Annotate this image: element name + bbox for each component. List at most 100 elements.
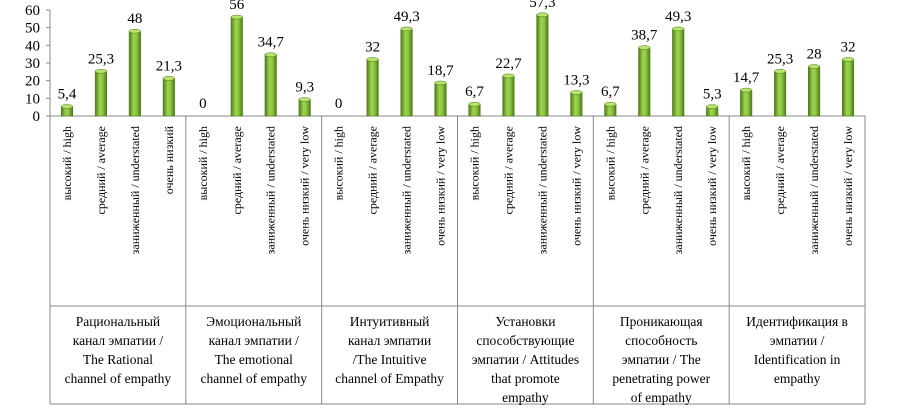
bar-cap [638,45,651,50]
category-label: средний / average [773,126,787,215]
bar-cap [94,69,107,74]
data-label: 28 [807,47,822,63]
bar-cap [570,90,583,95]
bar-cap [128,28,141,34]
data-label: 14,7 [733,70,760,86]
bar-cap [60,104,73,109]
group-label-line: способность [625,333,697,348]
bar [162,78,175,117]
bar [536,14,549,117]
data-label: 18,7 [427,63,454,79]
data-label: 5,3 [703,87,722,103]
category-label: высокий / high [467,126,481,200]
data-label: 5,4 [58,86,77,102]
category-label: высокий / high [603,126,617,200]
bar [230,16,243,117]
bar [672,28,685,117]
y-tick-label: 40 [25,38,40,54]
bar-cap [536,12,549,18]
bar [502,75,515,117]
bar-cap [264,52,277,57]
data-label: 38,7 [631,28,658,44]
data-label: 32 [841,39,856,55]
bar-cap [604,101,617,107]
bar-cap [808,64,821,69]
category-label: очень низкий [162,125,176,194]
bar-cap [162,76,175,81]
data-labels: 5,4 25,3 48 21,3 0 56 34,7 9,3 0 32 49,3 18,7 6,7 22,… [58,0,856,112]
group-label: Идентификация в эмпатии / Identification i… [746,314,848,386]
bar-cap [434,80,447,86]
group-label-line: эмпатии / The [622,352,701,367]
group-label-line: эмпатии / [770,333,825,348]
group-label-line: empathy [502,390,549,405]
data-label: 22,7 [495,56,522,72]
group-label-line: канал эмпатии [348,333,431,348]
category-label: заниженный / understated [128,126,142,254]
group-label-line: Установки [495,314,555,329]
group-label-line: channel of empathy [201,371,308,386]
bar [298,99,311,117]
group-label-line: The Rational [83,352,153,367]
category-label: очень низкий / very low [705,126,719,246]
bar [400,28,413,117]
group-label-line: канал эмпатии / [73,333,164,348]
bar-cap [706,104,719,109]
bar-cap [842,57,855,62]
category-label: очень низкий / very low [434,126,448,246]
bar-cap [502,73,515,79]
data-label: 49,3 [665,9,691,25]
y-tick-label: 50 [25,21,40,37]
data-label: 0 [199,96,207,112]
data-label: 9,3 [295,80,314,96]
bar-cap [468,101,481,107]
group-label-line: empathy [774,371,821,386]
category-label: заниженный / understated [264,126,278,254]
data-label: 0 [335,96,343,112]
group-label-line: /The Intuitive [353,352,427,367]
bar [366,59,379,117]
group-label-line: канал эмпатии / [209,333,300,348]
group-label-line: Identification in [754,352,841,367]
group-label-line: Идентификация в [746,314,848,329]
group-label: Интуитивный канал эмпатии/The Intuitive ch… [335,314,444,386]
category-label: высокий / high [739,126,753,200]
group-label: Установки способствующие эмпатии / Attitud… [472,314,579,405]
bar [128,30,141,117]
y-tick-label: 0 [33,109,41,125]
bar [264,54,277,117]
bar [570,92,583,117]
category-label: средний / average [501,126,515,215]
group-label: Рациональный канал эмпатии / The Rational c… [65,314,172,386]
bar [434,82,447,117]
y-tick-label: 20 [25,74,40,90]
data-label: 6,7 [601,84,620,100]
category-labels: высокий / high средний / average заниженны… [60,125,855,254]
data-label: 34,7 [258,35,285,51]
category-label: заниженный / understated [807,126,821,254]
category-label: высокий / high [60,126,74,200]
data-label: 57,3 [529,0,555,11]
category-label: высокий / high [196,126,210,200]
category-label: средний / average [230,126,244,215]
group-label-line: Проникающая [620,314,703,329]
group-label-line: Рациональный [76,314,160,329]
category-label: очень низкий / very low [841,126,855,246]
bar [841,59,855,117]
group-label-line: Эмоциональный [206,314,301,329]
y-tick-label: 10 [25,91,40,107]
data-label: 25,3 [767,51,793,67]
bar-cap [366,57,379,62]
bar-cap [774,69,787,74]
category-label: заниженный / understated [535,126,549,254]
y-tick-label: 30 [25,56,40,72]
y-tick-label: 60 [25,3,40,19]
bar-cap [400,26,413,32]
data-label: 56 [229,0,245,13]
data-label: 21,3 [156,58,182,74]
group-label-line: The emotional [215,352,294,367]
bar-cap [298,97,311,102]
category-label: заниженный / understated [400,126,414,254]
bar-cap [230,14,243,20]
data-label: 13,3 [563,73,589,89]
